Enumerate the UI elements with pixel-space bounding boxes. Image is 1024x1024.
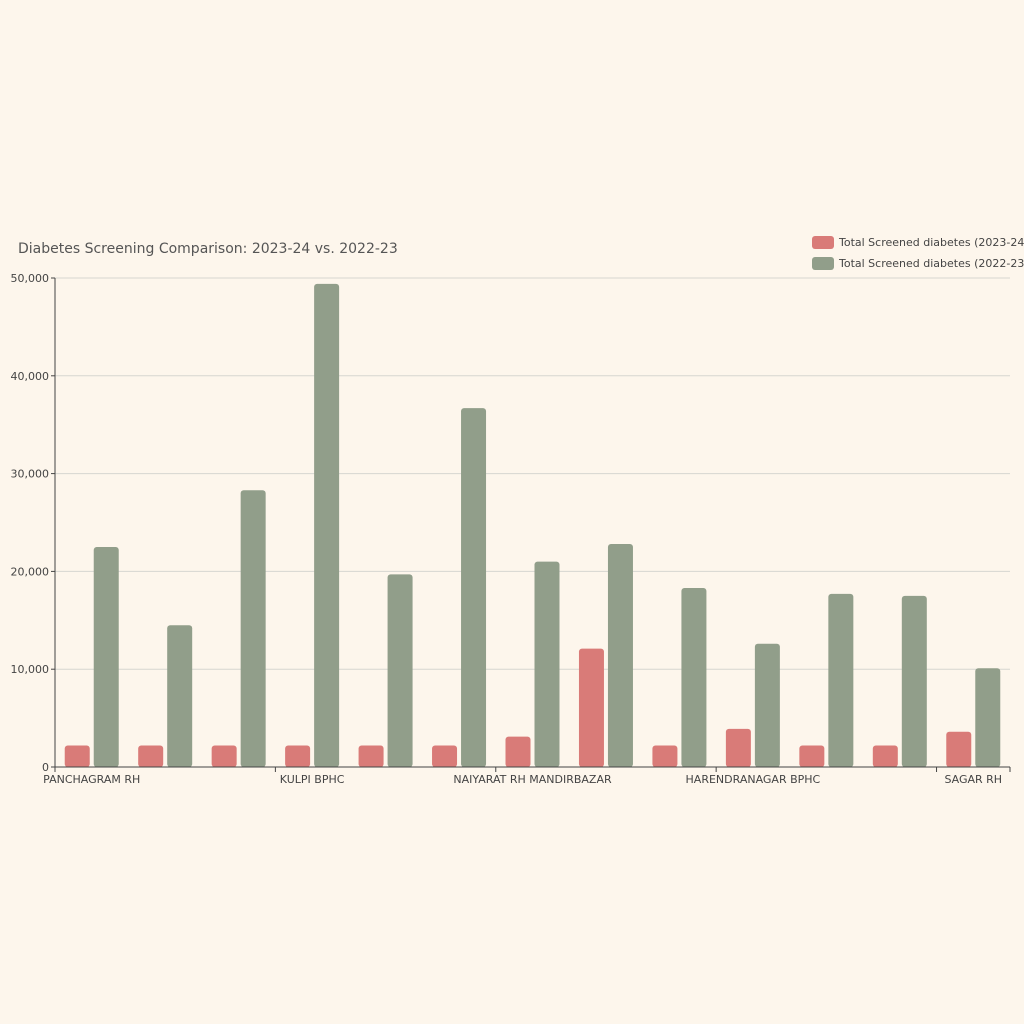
legend-swatch-2022-23: [812, 257, 834, 270]
y-tick-label: 10,000: [11, 663, 50, 676]
y-tick-label: 20,000: [11, 565, 50, 578]
bar-2022-23: [240, 490, 266, 767]
bar-2023-24: [946, 731, 972, 767]
bar-2022-23: [93, 546, 119, 767]
y-tick-label: 0: [42, 761, 49, 774]
bar-2023-24: [64, 745, 90, 767]
bar-2023-24: [725, 728, 751, 767]
bar-2023-24: [505, 736, 531, 767]
bar-2023-24: [138, 745, 164, 767]
y-tick-label: 50,000: [11, 272, 50, 285]
x-tick-label: HARENDRANAGAR BPHC: [686, 773, 821, 786]
bar-2022-23: [975, 668, 1001, 767]
bar-2022-23: [828, 593, 854, 767]
chart-title: Diabetes Screening Comparison: 2023-24 v…: [18, 241, 398, 257]
x-tick-label: SAGAR RH: [944, 773, 1002, 786]
bar-2022-23: [167, 625, 193, 767]
legend: Total Screened diabetes (2023-24) Total …: [812, 236, 1024, 270]
bar-2022-23: [461, 408, 487, 767]
bar-2023-24: [211, 745, 237, 767]
bar-2022-23: [754, 643, 780, 767]
bar-2023-24: [578, 648, 604, 767]
bar-2023-24: [432, 745, 458, 767]
bar-2022-23: [387, 574, 413, 767]
bar-2022-23: [901, 595, 927, 767]
y-tick-label: 40,000: [11, 370, 50, 383]
bar-2022-23: [534, 561, 560, 767]
x-tick-label: KULPI BPHC: [280, 773, 345, 786]
bar-2022-23: [607, 544, 633, 767]
x-tick-label: PANCHAGRAM RH: [43, 773, 140, 786]
bar-2023-24: [285, 745, 311, 767]
bar-2023-24: [358, 745, 384, 767]
legend-swatch-2023-24: [812, 236, 834, 249]
bar-2023-24: [872, 745, 898, 767]
y-tick-label: 30,000: [11, 468, 50, 481]
bar-2023-24: [652, 745, 678, 767]
bar-2022-23: [681, 588, 707, 767]
bar-2022-23: [314, 283, 340, 767]
x-tick-label: NAIYARAT RH MANDIRBAZAR: [453, 773, 612, 786]
legend-label-2022-23: Total Screened diabetes (2022-23): [838, 257, 1024, 270]
bar-2023-24: [799, 745, 825, 767]
legend-label-2023-24: Total Screened diabetes (2023-24): [838, 236, 1024, 249]
